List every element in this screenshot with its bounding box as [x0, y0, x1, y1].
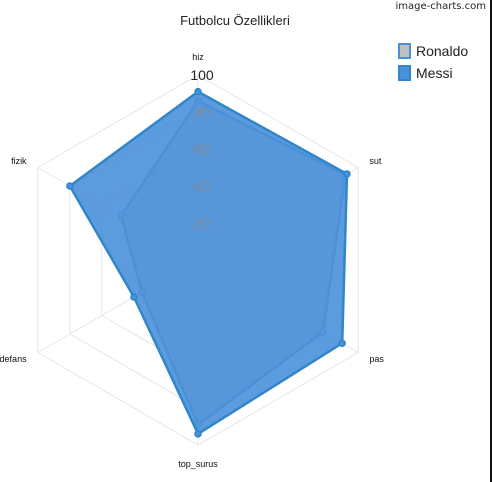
legend-label-messi: Messi: [416, 65, 453, 81]
series-point-messi-fizik: [66, 182, 74, 190]
radar-axis-labels: hiz sut pas top_surus defans fizik: [0, 52, 384, 469]
tick-label-40: 40: [194, 178, 210, 194]
axis-label-hiz: hiz: [192, 52, 204, 62]
legend-swatch-messi: [398, 65, 411, 81]
tick-label-80: 80: [194, 104, 210, 120]
series-point-messi-hiz: [194, 87, 202, 96]
series-area-messi: [69, 91, 347, 434]
radar-series: [66, 87, 351, 438]
watermark: image-charts.com: [395, 1, 487, 12]
chart-title: Futbolcu Özellikleri: [180, 13, 290, 28]
legend-swatch-ronaldo: [398, 43, 411, 59]
legend: Ronaldo Messi: [398, 43, 468, 81]
series-point-messi-defans: [130, 293, 138, 301]
axis-label-defans: defans: [0, 354, 27, 364]
axis-label-sut: sut: [369, 156, 382, 166]
tick-label-100: 100: [190, 67, 214, 83]
legend-label-ronaldo: Ronaldo: [416, 43, 468, 59]
tick-label-20: 20: [194, 215, 210, 231]
axis-label-pas: pas: [369, 354, 384, 364]
axis-label-top_surus: top_surus: [178, 459, 218, 469]
series-point-messi-top_surus: [194, 430, 202, 438]
axis-label-fizik: fizik: [11, 156, 27, 166]
tick-label-60: 60: [194, 141, 210, 157]
series-point-messi-sut: [343, 170, 351, 178]
series-point-messi-pas: [338, 339, 346, 347]
radar-ticks: 20 40 60 80 100: [190, 67, 214, 231]
